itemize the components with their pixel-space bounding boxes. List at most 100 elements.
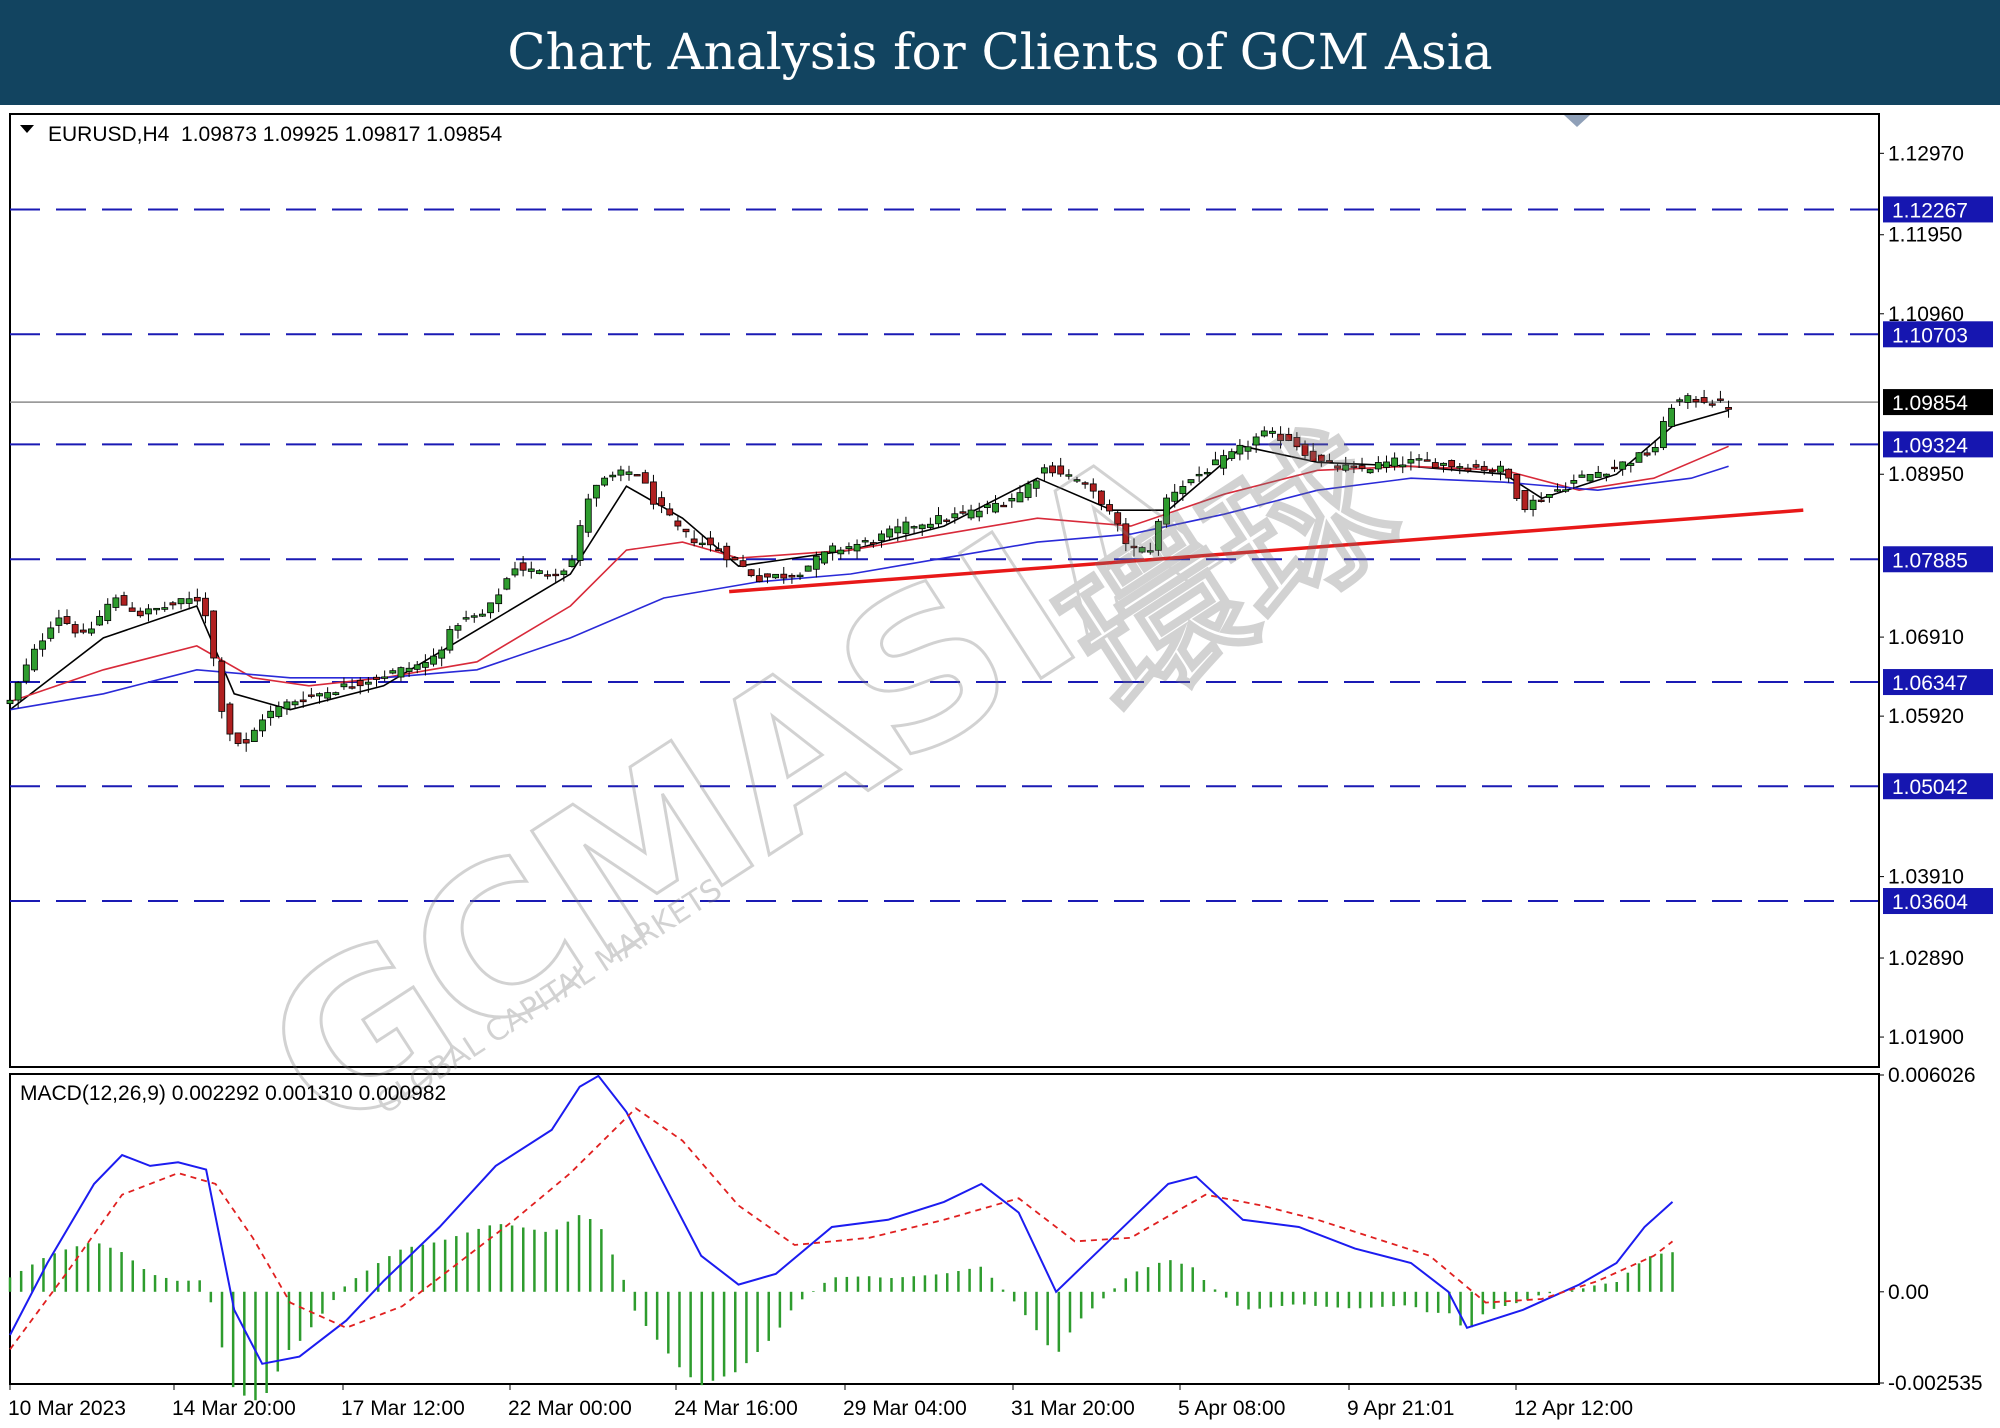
candle-body: [1309, 450, 1317, 462]
candle: [1513, 473, 1521, 501]
candle: [22, 658, 30, 685]
candle: [511, 561, 519, 578]
candle-body: [413, 664, 421, 670]
candle-body: [1594, 471, 1602, 478]
candle-body: [1350, 465, 1358, 468]
candle: [1676, 397, 1684, 407]
candle-body: [332, 692, 340, 696]
candle-body: [1057, 465, 1065, 475]
candle-body: [633, 474, 641, 477]
candle-body: [373, 676, 380, 680]
time-tick-label-5: 29 Mar 04:00: [843, 1397, 967, 1420]
candle: [1366, 468, 1374, 474]
candle-body: [462, 617, 470, 620]
candle: [324, 687, 332, 702]
candle: [829, 542, 837, 561]
time-tick-label-2: 17 Mar 12:00: [341, 1397, 465, 1420]
trendline-group: [729, 508, 1804, 594]
candle-body: [210, 610, 218, 659]
candle-body: [1016, 492, 1024, 503]
candle: [1692, 396, 1700, 408]
candle-body: [316, 693, 323, 697]
candle-body: [1195, 473, 1203, 477]
candle: [1643, 448, 1651, 457]
candle-body: [747, 569, 755, 577]
candle-body: [690, 538, 698, 544]
candle: [1668, 404, 1675, 427]
candle: [153, 607, 161, 615]
candle: [682, 528, 690, 538]
shift-marker-icon[interactable]: [1564, 115, 1590, 127]
candle-body: [1521, 490, 1529, 511]
candle-body: [128, 607, 136, 612]
candle: [1334, 462, 1342, 472]
candle-body: [1692, 398, 1700, 403]
dropdown-arrow-icon[interactable]: [20, 125, 34, 133]
candle-body: [1660, 421, 1667, 449]
candle: [1098, 490, 1105, 511]
candle-body: [1146, 550, 1154, 553]
candle: [340, 677, 348, 690]
candle-body: [364, 681, 372, 685]
candle: [364, 677, 372, 693]
candle-body: [772, 573, 780, 579]
candle-body: [1668, 407, 1675, 427]
candle: [397, 666, 405, 682]
candle-body: [723, 545, 731, 561]
candle-body: [136, 610, 144, 617]
candle: [1114, 510, 1122, 532]
candle: [1163, 494, 1170, 528]
candle-body: [1073, 479, 1081, 482]
candle: [1122, 517, 1130, 552]
candle-body: [658, 497, 665, 507]
candle-body: [1269, 430, 1276, 434]
candle-body: [674, 520, 682, 527]
candle: [1497, 460, 1504, 481]
candle-body: [519, 562, 527, 571]
candle-body: [1293, 437, 1301, 448]
candle-body: [1163, 497, 1170, 525]
candle-body: [1415, 458, 1423, 461]
candle-body: [527, 568, 535, 572]
candle: [1049, 461, 1056, 477]
candle: [446, 625, 454, 654]
candle: [650, 474, 657, 510]
candle: [421, 654, 429, 676]
candle: [1309, 443, 1317, 462]
candle: [552, 568, 560, 583]
candle-body: [169, 602, 177, 606]
candle-body: [31, 648, 38, 671]
candle-body: [1236, 444, 1244, 455]
candle: [14, 681, 22, 708]
candle: [772, 573, 780, 579]
candle-body: [120, 595, 128, 606]
candle-body: [389, 670, 397, 674]
candle: [1195, 466, 1203, 483]
candle-body: [1130, 545, 1138, 549]
price-tick-label-2: 1.10960: [1888, 303, 1964, 326]
candle-body: [153, 607, 161, 611]
candle-body: [715, 548, 723, 552]
candle-body: [1611, 466, 1618, 470]
candle: [267, 705, 275, 726]
candle-body: [1448, 460, 1456, 468]
signal-line: [9, 1107, 1674, 1350]
candle-body: [1545, 494, 1553, 498]
candle: [568, 554, 576, 568]
candle-body: [511, 568, 519, 576]
candle: [1285, 427, 1293, 442]
candle-body: [926, 523, 934, 528]
candle: [1008, 493, 1016, 508]
time-tick-label-3: 22 Mar 00:00: [508, 1397, 632, 1420]
candle-body: [1602, 473, 1610, 477]
macd-info: MACD(12,26,9) 0.002292 0.001310 0.000982: [20, 1082, 446, 1105]
candle-body: [1513, 474, 1521, 499]
level-tag-bg-4: [1883, 669, 1993, 696]
candle-body: [601, 477, 608, 486]
symbol-info: EURUSD,H4 1.09873 1.09925 1.09817 1.0985…: [48, 123, 502, 146]
candle: [1260, 426, 1268, 438]
candle: [886, 525, 894, 541]
candle: [1244, 440, 1252, 460]
time-tick-label-9: 12 Apr 12:00: [1514, 1397, 1633, 1420]
candle: [1456, 463, 1464, 475]
